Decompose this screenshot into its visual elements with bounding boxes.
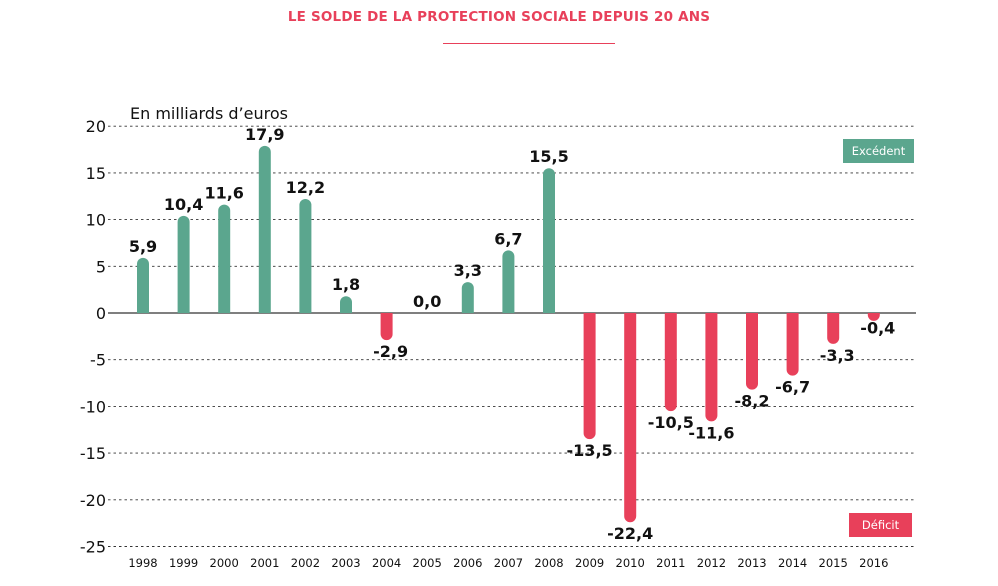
x-tick-label: 2009: [575, 556, 604, 570]
bar-2016: [867, 313, 880, 321]
bar-1999: [177, 215, 190, 313]
bar-2015: [827, 313, 840, 344]
bar-2001: [258, 145, 271, 313]
bar-2009: [583, 313, 596, 440]
bar-1998: [137, 257, 149, 313]
x-tick-label: 2013: [737, 556, 766, 570]
value-label-2011: -10,5: [648, 413, 694, 432]
value-label-2006: 3,3: [454, 261, 482, 280]
bar-2004: [380, 313, 393, 341]
x-tick-label: 2001: [250, 556, 279, 570]
y-tick-label: -5: [90, 351, 106, 370]
value-label-2008: 15,5: [529, 147, 568, 166]
value-label-2015: -3,3: [820, 346, 855, 365]
value-label-2009: -13,5: [567, 441, 613, 460]
y-tick-label: 20: [86, 117, 106, 136]
x-tick-label: 2008: [534, 556, 563, 570]
title-underline: [443, 43, 615, 44]
value-label-2000: 11,6: [204, 184, 243, 203]
x-tick-label: 1998: [128, 556, 157, 570]
y-tick-label: 15: [86, 164, 106, 183]
bar-2003: [340, 296, 352, 313]
bar-2013: [746, 313, 758, 390]
x-tick-label: 2006: [453, 556, 482, 570]
y-tick-label: -10: [80, 397, 106, 416]
x-tick-label: 2000: [210, 556, 239, 570]
value-label-2014: -6,7: [775, 378, 810, 397]
value-label-2012: -11,6: [688, 423, 734, 442]
value-label-1998: 5,9: [129, 237, 157, 256]
bar-2011: [664, 313, 677, 412]
x-tick-label: 2012: [697, 556, 726, 570]
bar-2000: [218, 204, 231, 313]
chart-title: LE SOLDE DE LA PROTECTION SOCIALE DEPUIS…: [287, 9, 711, 25]
legend-deficit-badge: Déficit: [849, 513, 912, 537]
y-tick-label: 10: [86, 211, 106, 230]
x-tick-label: 2010: [616, 556, 645, 570]
value-label-2003: 1,8: [332, 275, 360, 294]
bar-2007: [502, 250, 515, 313]
value-label-2007: 6,7: [494, 229, 522, 248]
x-tick-label: 2014: [778, 556, 807, 570]
value-label-2016: -0,4: [860, 319, 895, 338]
value-label-2013: -8,2: [735, 392, 770, 411]
value-label-2005: 0,0: [413, 292, 441, 311]
x-tick-label: 2004: [372, 556, 401, 570]
bar-2002: [299, 199, 312, 313]
x-tick-label: 2015: [819, 556, 848, 570]
value-labels: 5,9 10,411,6 17,9 12,2 1,8 -2,9 0,0 3,3 6,7 15,5 -…: [129, 125, 895, 543]
value-label-1999: 10,4: [164, 195, 203, 214]
y-tick-label: 0: [96, 304, 106, 323]
bar-2010: [624, 313, 637, 523]
x-tick-label: 2002: [291, 556, 320, 570]
bar-2008: [543, 168, 555, 313]
y-tick-label: -20: [80, 491, 106, 510]
y-tick-label: -15: [80, 444, 106, 463]
value-label-2001: 17,9: [245, 125, 284, 144]
bars: [137, 145, 880, 523]
y-tick-label: 5: [96, 257, 106, 276]
bar-2014: [786, 313, 799, 376]
legend-excedent-badge: Excédent: [843, 139, 914, 163]
x-tick-label: 2003: [331, 556, 360, 570]
x-tick-label: 2016: [859, 556, 888, 570]
bar-2006: [461, 282, 474, 313]
x-tick-label: 1999: [169, 556, 198, 570]
x-tick-label: 2007: [494, 556, 523, 570]
value-label-2004: -2,9: [373, 342, 408, 361]
y-axis-label: En milliards d’euros: [130, 104, 288, 123]
bar-2012: [705, 313, 718, 422]
value-label-2002: 12,2: [286, 178, 325, 197]
value-label-2010: -22,4: [607, 524, 653, 543]
x-tick-label: 2011: [656, 556, 685, 570]
y-axis-ticks: 20 15 10 5 0 -5 -10 -15 -20 -25: [80, 117, 106, 556]
y-tick-label: -25: [80, 538, 106, 557]
x-tick-label: 2005: [413, 556, 442, 570]
x-axis-ticks: 1998 1999 2000 2001 2002 2003 2004 2005 2006 2007…: [128, 556, 888, 570]
